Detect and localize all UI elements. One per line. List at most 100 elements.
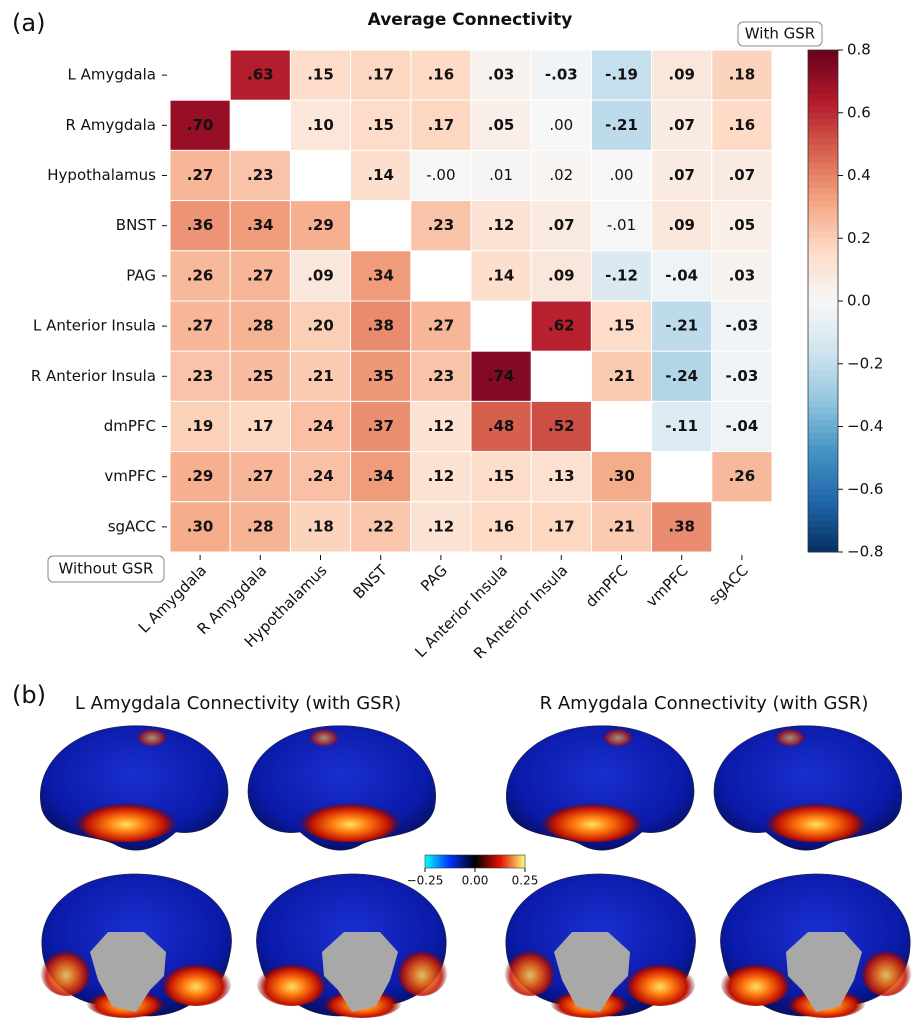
- colorbar-segment: [808, 351, 838, 358]
- colorbar-segment: [808, 219, 838, 226]
- cell-label: .09: [548, 266, 575, 284]
- row-label: BNST: [116, 216, 157, 234]
- cell-label: -.03: [545, 66, 578, 84]
- cell-label: .23: [428, 216, 455, 234]
- colorbar-segment: [808, 376, 838, 383]
- cell-label: .28: [247, 317, 274, 335]
- cell-label: .03: [488, 66, 515, 84]
- map-title: L Amygdala Connectivity (with GSR): [75, 693, 401, 714]
- colorbar-segment: [808, 226, 838, 233]
- cell-label: .27: [247, 266, 274, 284]
- column-label: sgACC: [705, 561, 752, 608]
- cell-label: .34: [247, 216, 274, 234]
- cell-label: -.04: [725, 417, 758, 435]
- row-label: Hypothalamus: [47, 166, 156, 184]
- brain-medial: [256, 874, 448, 1018]
- cell-label: .02: [549, 166, 573, 184]
- colorbar-segment: [808, 157, 838, 164]
- cell-label: .38: [367, 317, 394, 335]
- panel-label: (b): [12, 681, 46, 709]
- colorbar-segment: [808, 489, 838, 496]
- cell-label: .29: [187, 467, 214, 485]
- cell-label: .27: [428, 317, 455, 335]
- cell-label: -.11: [665, 417, 698, 435]
- cell-label: .15: [488, 467, 515, 485]
- cell-label: .23: [247, 166, 274, 184]
- colorbar-segment: [808, 439, 838, 446]
- colorbar-segment: [808, 56, 838, 63]
- colorbar-segment: [808, 232, 838, 239]
- colorbar-segment: [808, 477, 838, 484]
- cell-label: -.00: [426, 166, 455, 184]
- cell-label: .09: [668, 66, 695, 84]
- colorbar-segment: [808, 263, 838, 270]
- cell-label: .12: [488, 216, 515, 234]
- cell-label: -.21: [605, 116, 638, 134]
- cell-label: .21: [608, 517, 635, 535]
- cell-label: .17: [367, 66, 394, 84]
- colorbar-segment: [808, 458, 838, 465]
- cell-label: .03: [729, 266, 756, 284]
- cell-label: .17: [548, 517, 575, 535]
- cell-label: .34: [367, 467, 394, 485]
- colorbar-tick-label: 0.6: [847, 103, 871, 121]
- cell-label: -.21: [665, 317, 698, 335]
- cell-label: .07: [668, 116, 695, 134]
- cell-label: .36: [187, 216, 214, 234]
- cell-label: .62: [548, 317, 575, 335]
- column-label: vmPFC: [642, 561, 691, 610]
- colorbar-segment: [808, 514, 838, 521]
- colorbar-segment: [808, 326, 838, 333]
- colorbar-tick-label: 0.0: [847, 292, 871, 310]
- colorbar-segment: [808, 113, 838, 120]
- row-label: dmPFC: [104, 417, 156, 435]
- colorbar-segment: [808, 125, 838, 132]
- colorbar-segment: [808, 508, 838, 515]
- cell-label: .15: [608, 317, 635, 335]
- colorbar-segment: [808, 401, 838, 408]
- cell-label: .09: [307, 266, 334, 284]
- colorbar-tick-label: −0.2: [847, 354, 883, 372]
- row-label: vmPFC: [104, 467, 156, 485]
- colorbar-segment: [808, 106, 838, 113]
- cell-label: .12: [428, 467, 455, 485]
- colorbar-segment: [808, 483, 838, 490]
- colorbar-segment: [808, 433, 838, 440]
- colorbar-segment: [808, 539, 838, 546]
- colorbar-segment: [808, 414, 838, 421]
- annotation: With GSR: [745, 25, 815, 43]
- cell-label: .17: [247, 417, 274, 435]
- cell-label: .35: [367, 367, 394, 385]
- cell-label: .48: [488, 417, 515, 435]
- colorbar-tick-label: 0.4: [847, 166, 871, 184]
- cell-label: .10: [307, 116, 334, 134]
- cell-label: .00: [549, 116, 573, 134]
- cell-label: .09: [668, 216, 695, 234]
- colorbar-segment: [808, 213, 838, 220]
- brain-lateral: [248, 726, 436, 851]
- cell-label: .17: [428, 116, 455, 134]
- colorbar-segment: [808, 207, 838, 214]
- colorbar-segment: [808, 496, 838, 503]
- colorbar-segment: [808, 521, 838, 528]
- colorbar-segment: [808, 464, 838, 471]
- colorbar-segment: [808, 339, 838, 346]
- colorbar-segment: [808, 270, 838, 277]
- colorbar-segment: [808, 502, 838, 509]
- cell-label: .16: [428, 66, 455, 84]
- colorbar-segment: [808, 420, 838, 427]
- colorbar-segment: [808, 119, 838, 126]
- colorbar: [425, 855, 525, 868]
- colorbar-segment: [808, 408, 838, 415]
- colorbar-segment: [808, 94, 838, 101]
- cell-label: .27: [187, 317, 214, 335]
- cell-label: .38: [668, 517, 695, 535]
- cell-label: .00: [610, 166, 634, 184]
- cell-label: .05: [488, 116, 515, 134]
- cell-label: .21: [307, 367, 334, 385]
- row-label: R Amygdala: [65, 116, 156, 134]
- cell-label: -.03: [725, 317, 758, 335]
- brain-medial: [504, 874, 696, 1018]
- colorbar-segment: [808, 81, 838, 88]
- colorbar-segment: [808, 100, 838, 107]
